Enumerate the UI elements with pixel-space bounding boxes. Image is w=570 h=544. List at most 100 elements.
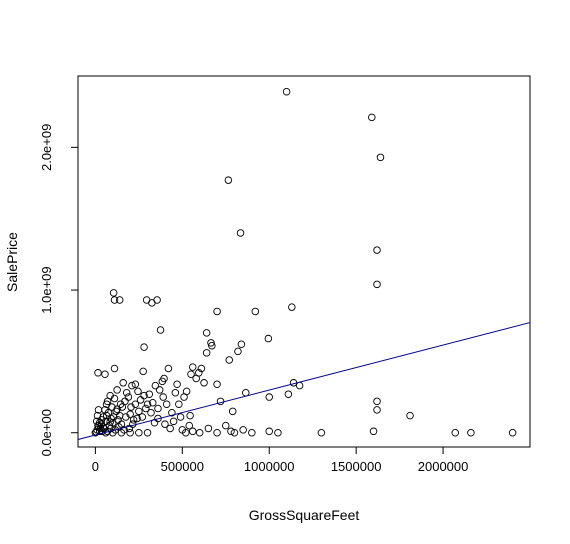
- data-point: [129, 416, 138, 424]
- data-point: [213, 380, 221, 388]
- data-point: [237, 340, 246, 349]
- data-point: [213, 428, 221, 437]
- data-point: [140, 343, 148, 351]
- data-point: [135, 428, 143, 437]
- data-point: [116, 400, 125, 408]
- data-point: [188, 427, 197, 436]
- data-point: [169, 417, 178, 426]
- data-point: [317, 428, 326, 437]
- data-point: [151, 381, 160, 390]
- data-point: [143, 428, 152, 437]
- data-point: [108, 403, 116, 411]
- data-point: [373, 280, 381, 289]
- x-tick-label: 1500000: [331, 459, 382, 474]
- data-points: [91, 87, 517, 437]
- data-point: [126, 410, 134, 418]
- data-point: [295, 381, 304, 390]
- data-point: [143, 400, 152, 408]
- data-point: [222, 421, 230, 430]
- data-point: [225, 356, 233, 364]
- data-point: [155, 386, 164, 394]
- data-point: [115, 411, 124, 420]
- data-point: [149, 399, 157, 407]
- data-point: [159, 393, 167, 401]
- y-tick-label: 2.0e+09: [39, 124, 54, 171]
- x-tick-label: 1000000: [244, 459, 295, 474]
- data-point: [182, 428, 190, 437]
- data-point: [142, 404, 150, 413]
- data-point: [230, 428, 239, 437]
- data-point: [508, 428, 517, 437]
- data-point: [373, 406, 381, 414]
- data-point: [115, 296, 124, 304]
- data-point: [265, 427, 273, 436]
- data-point: [147, 409, 155, 417]
- data-point: [93, 411, 102, 420]
- data-point: [227, 427, 235, 436]
- data-point: [451, 428, 459, 437]
- regression-line: [77, 322, 531, 440]
- data-point: [138, 413, 147, 421]
- data-point: [148, 299, 156, 307]
- data-point: [126, 428, 134, 437]
- data-point: [175, 400, 183, 408]
- data-point: [173, 380, 181, 388]
- data-point: [106, 418, 114, 426]
- data-point: [187, 370, 195, 378]
- x-axis: 0 500000 1000000 1500000 2000000: [92, 446, 468, 474]
- data-point: [161, 420, 169, 428]
- data-point: [176, 413, 185, 421]
- data-point: [156, 326, 165, 334]
- data-point: [236, 229, 245, 237]
- data-point: [110, 296, 119, 304]
- data-point: [168, 409, 176, 417]
- data-point: [186, 411, 194, 420]
- data-point: [162, 400, 171, 408]
- data-point: [164, 364, 173, 373]
- data-point: [131, 380, 140, 388]
- data-point: [171, 389, 180, 397]
- data-point: [102, 411, 111, 420]
- data-point: [110, 364, 119, 373]
- data-point: [264, 334, 273, 343]
- data-point: [124, 393, 133, 401]
- data-point: [182, 387, 191, 396]
- data-point: [122, 389, 131, 397]
- data-point: [128, 381, 136, 390]
- data-point: [202, 349, 211, 357]
- data-point: [406, 411, 414, 420]
- data-point: [373, 246, 381, 254]
- data-point: [373, 397, 381, 406]
- data-point: [192, 374, 200, 383]
- data-point: [97, 416, 106, 424]
- data-point: [208, 341, 216, 350]
- y-axis: 0.0e+00 1.0e+09 2.0e+09: [39, 124, 79, 456]
- data-point: [284, 390, 293, 398]
- data-point: [139, 367, 147, 376]
- data-point: [376, 153, 385, 162]
- data-point: [224, 176, 233, 184]
- data-point: [133, 414, 141, 423]
- data-point: [119, 379, 127, 387]
- data-point: [109, 289, 118, 297]
- data-point: [197, 364, 206, 373]
- data-point: [202, 329, 211, 337]
- data-point: [213, 307, 221, 316]
- data-point: [204, 424, 213, 433]
- data-point: [129, 420, 137, 428]
- y-tick-label: 0.0e+00: [39, 409, 54, 456]
- data-point: [135, 407, 143, 416]
- x-axis-label: GrossSquareFeet: [249, 507, 360, 523]
- data-point: [369, 427, 378, 436]
- x-tick-label: 0: [92, 459, 99, 474]
- data-point: [145, 390, 154, 398]
- data-point: [103, 397, 112, 406]
- data-point: [368, 113, 376, 122]
- data-point: [195, 428, 204, 437]
- x-tick-label: 500000: [161, 459, 204, 474]
- data-point: [127, 403, 135, 411]
- plot-frame: [77, 75, 531, 448]
- data-point: [101, 406, 109, 414]
- data-point: [125, 424, 134, 433]
